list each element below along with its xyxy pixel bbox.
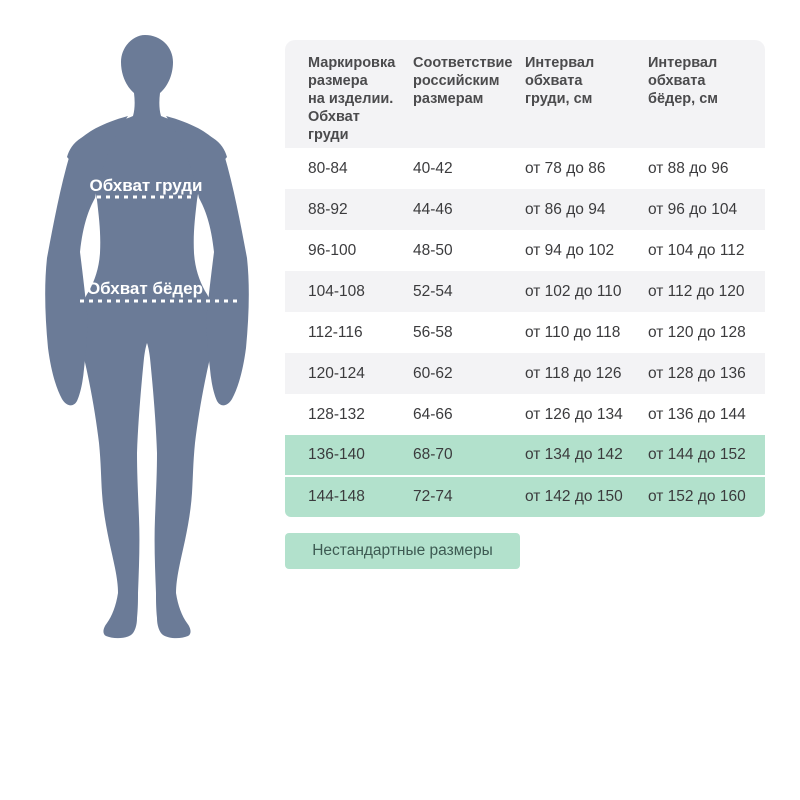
cell-chest-interval: от 126 до 134 (525, 405, 623, 423)
cell-size-marking: 128-132 (308, 405, 365, 423)
table-row: 112-116 56-58 от 110 до 118 от 120 до 12… (285, 312, 765, 353)
cell-size-marking: 96-100 (308, 241, 357, 259)
size-table: Маркировка размера на изделии. Обхват гр… (285, 40, 765, 517)
cell-chest-interval: от 134 до 142 (525, 446, 623, 463)
size-table-body: 80-84 40-42 от 78 до 86 от 88 до 96 88-9… (285, 148, 765, 517)
header-hips-interval: Интервал обхвата бёдер, см (648, 55, 718, 107)
table-row: 96-100 48-50 от 94 до 102 от 104 до 112 (285, 230, 765, 271)
table-row: 120-124 60-62 от 118 до 126 от 128 до 13… (285, 353, 765, 394)
cell-size-marking: 88-92 (308, 200, 348, 218)
cell-hips-interval: от 152 до 160 (648, 488, 746, 505)
table-row: 136-140 68-70 от 134 до 142 от 144 до 15… (285, 435, 765, 475)
cell-chest-interval: от 102 до 110 (525, 282, 622, 300)
cell-russian-size: 44-46 (413, 200, 453, 218)
chest-measure-label: Обхват груди (90, 176, 203, 195)
cell-russian-size: 64-66 (413, 405, 453, 423)
cell-size-marking: 104-108 (308, 282, 365, 300)
hips-measure-label: Обхват бёдер (87, 279, 203, 298)
table-row: 104-108 52-54 от 102 до 110 от 112 до 12… (285, 271, 765, 312)
table-row: 144-148 72-74 от 142 до 150 от 152 до 16… (285, 477, 765, 517)
cell-russian-size: 48-50 (413, 241, 453, 259)
cell-chest-interval: от 94 до 102 (525, 241, 615, 259)
cell-chest-interval: от 110 до 118 (525, 323, 621, 341)
cell-chest-interval: от 86 до 94 (525, 200, 606, 218)
table-row: 80-84 40-42 от 78 до 86 от 88 до 96 (285, 148, 765, 189)
right-arm-shape (166, 116, 249, 406)
cell-size-marking: 144-148 (308, 488, 365, 505)
size-table-header: Маркировка размера на изделии. Обхват гр… (285, 40, 765, 148)
cell-size-marking: 136-140 (308, 446, 365, 463)
cell-chest-interval: от 142 до 150 (525, 488, 623, 505)
left-arm-shape (45, 116, 128, 406)
header-chest-interval: Интервал обхвата груди, см (525, 55, 595, 107)
cell-size-marking: 112-116 (308, 323, 363, 341)
cell-hips-interval: от 136 до 144 (648, 405, 746, 423)
cell-hips-interval: от 120 до 128 (648, 323, 746, 341)
cell-size-marking: 120-124 (308, 364, 365, 382)
cell-chest-interval: от 118 до 126 (525, 364, 622, 382)
header-size-marking: Маркировка размера на изделии. Обхват гр… (308, 55, 396, 143)
cell-hips-interval: от 144 до 152 (648, 446, 746, 463)
cell-chest-interval: от 78 до 86 (525, 159, 606, 177)
body-shape (67, 35, 227, 639)
cell-russian-size: 60-62 (413, 364, 453, 382)
cell-russian-size: 56-58 (413, 323, 453, 341)
cell-hips-interval: от 112 до 120 (648, 282, 745, 300)
table-row: 88-92 44-46 от 86 до 94 от 96 до 104 (285, 189, 765, 230)
cell-russian-size: 40-42 (413, 159, 453, 177)
cell-russian-size: 72-74 (413, 488, 453, 505)
cell-russian-size: 52-54 (413, 282, 453, 300)
nonstandard-sizes-button[interactable]: Нестандартные размеры (285, 533, 520, 569)
cell-hips-interval: от 128 до 136 (648, 364, 746, 382)
header-russian-sizes: Соответствие российским размерам (413, 55, 513, 107)
cell-russian-size: 68-70 (413, 446, 453, 463)
cell-size-marking: 80-84 (308, 159, 348, 177)
female-silhouette: Обхват груди Обхват бёдер (45, 35, 249, 639)
cell-hips-interval: от 88 до 96 (648, 159, 729, 177)
cell-hips-interval: от 104 до 112 (648, 241, 745, 259)
cell-hips-interval: от 96 до 104 (648, 200, 738, 218)
table-row: 128-132 64-66 от 126 до 134 от 136 до 14… (285, 394, 765, 435)
